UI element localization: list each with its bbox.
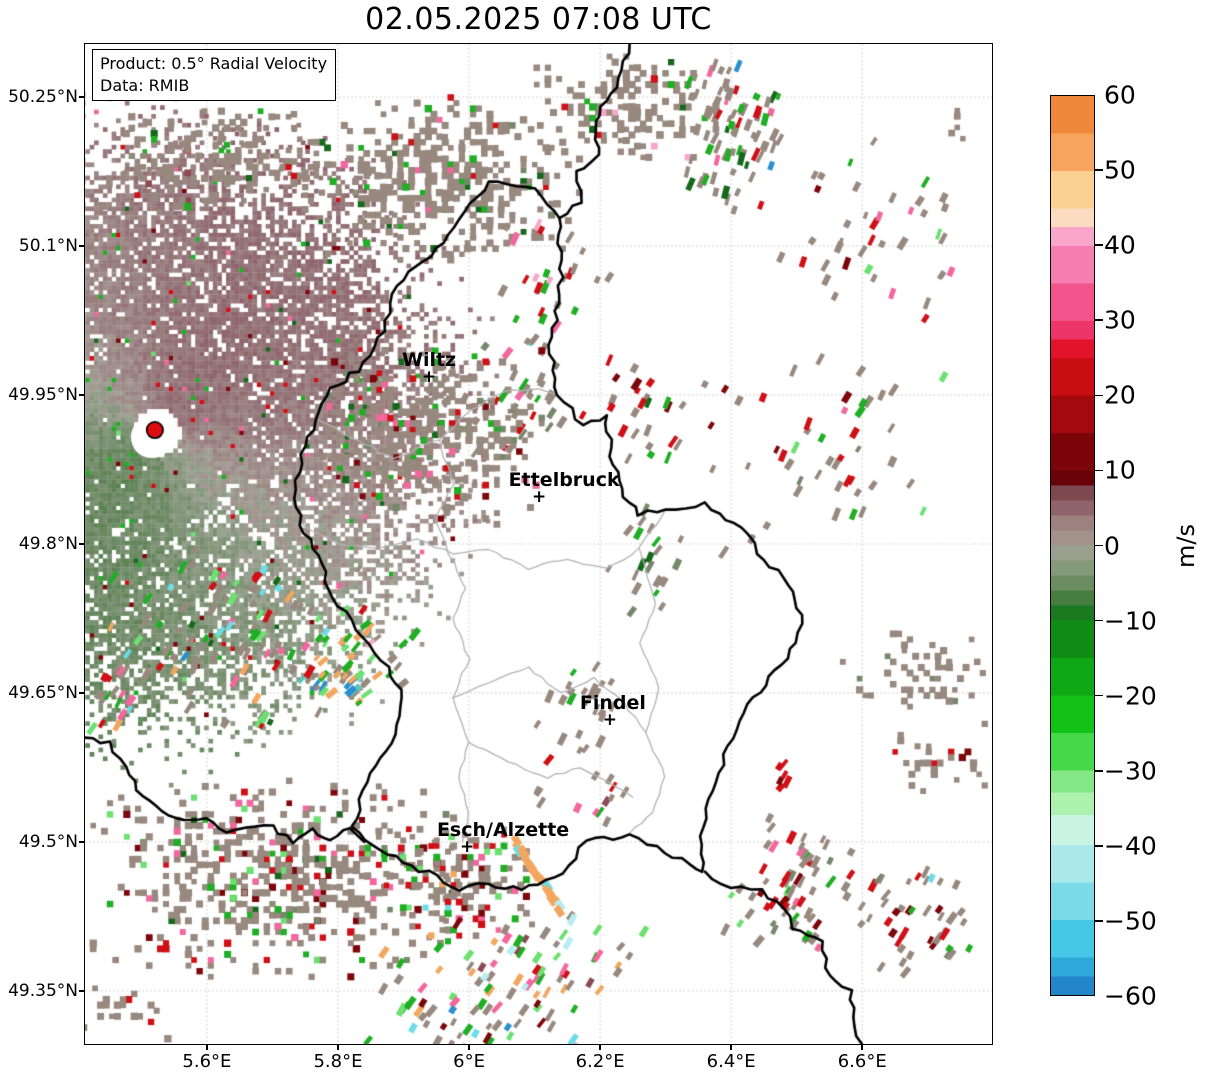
y-tick-label: 49.65°N [8, 682, 78, 703]
x-tick [337, 1044, 339, 1050]
colorbar-tick [1095, 694, 1103, 697]
colorbar-tick-label: −20 [1104, 681, 1157, 711]
y-tick-label: 49.5°N [18, 831, 78, 852]
colorbar-tick [1095, 544, 1103, 547]
data-source-line: Data: RMIB [100, 75, 190, 95]
colorbar-tick [1095, 920, 1103, 922]
x-tick [599, 1044, 601, 1050]
y-tick-label: 50.25°N [8, 87, 78, 108]
y-tick-label: 49.8°N [18, 533, 78, 554]
colorbar-tick-label: −30 [1104, 756, 1157, 786]
product-line: Product: 0.5° Radial Velocity [100, 54, 328, 73]
colorbar-tick-label: 60 [1104, 80, 1136, 110]
city-label: Wiltz [401, 349, 457, 372]
colorbar-tick-label: 0 [1104, 531, 1120, 560]
x-tick [730, 1044, 732, 1050]
city-marker: + [532, 487, 547, 508]
colorbar-tick-label: −60 [1104, 981, 1157, 1011]
x-tick-label: 5.6°E [182, 1051, 232, 1072]
colorbar-tick-label: 30 [1104, 305, 1136, 335]
x-tick-label: 5.8°E [313, 1051, 363, 1072]
colorbar-tick [1095, 769, 1103, 772]
x-tick [468, 1044, 470, 1050]
y-tick [79, 990, 85, 992]
x-tick-label: 6°E [453, 1051, 485, 1072]
colorbar-units-label: m/s [1172, 524, 1200, 568]
y-tick-label: 49.35°N [8, 980, 78, 1001]
product-info-box: Product: 0.5° Radial Velocity Data: RMIB [92, 49, 337, 102]
colorbar [1050, 95, 1095, 996]
colorbar-tick [1095, 169, 1103, 171]
colorbar-tick [1095, 845, 1103, 847]
y-tick [79, 692, 85, 694]
x-tick-label: 6.2°E [575, 1051, 625, 1072]
y-tick [79, 543, 85, 545]
x-tick [206, 1044, 208, 1050]
x-tick [861, 1044, 864, 1050]
colorbar-tick-label: −10 [1104, 606, 1157, 636]
city-marker: + [459, 837, 475, 858]
y-tick-label: 49.95°N [8, 384, 78, 405]
city-marker: + [602, 709, 618, 730]
x-tick-label: 6.6°E [837, 1051, 887, 1072]
colorbar-tick [1095, 394, 1103, 397]
y-tick [79, 841, 85, 843]
radar-map-canvas [85, 44, 992, 1044]
map-plot-area: Product: 0.5° Radial Velocity Data: RMIB… [84, 43, 993, 1045]
colorbar-tick [1095, 244, 1103, 246]
colorbar-tick-label: 10 [1104, 455, 1136, 485]
y-tick [79, 245, 85, 247]
colorbar-tick [1095, 319, 1103, 322]
city-label: Findel [579, 691, 646, 714]
y-tick [79, 394, 85, 396]
colorbar-tick-label: −40 [1104, 831, 1157, 861]
colorbar-tick-label: 20 [1104, 380, 1136, 410]
x-tick-label: 6.4°E [706, 1051, 756, 1072]
city-label: Ettelbruck [508, 469, 620, 492]
colorbar-tick [1095, 469, 1103, 472]
y-tick-label: 50.1°N [18, 236, 78, 256]
city-label: Esch/Alzette [436, 818, 570, 841]
figure-title: 02.05.2025 07:08 UTC [365, 2, 712, 37]
colorbar-tick-label: −50 [1104, 906, 1157, 936]
colorbar-tick-label: 40 [1104, 230, 1136, 260]
city-marker: + [421, 367, 437, 388]
colorbar-tick-label: 50 [1104, 155, 1136, 185]
colorbar-tick [1095, 619, 1103, 622]
y-tick [79, 96, 85, 98]
